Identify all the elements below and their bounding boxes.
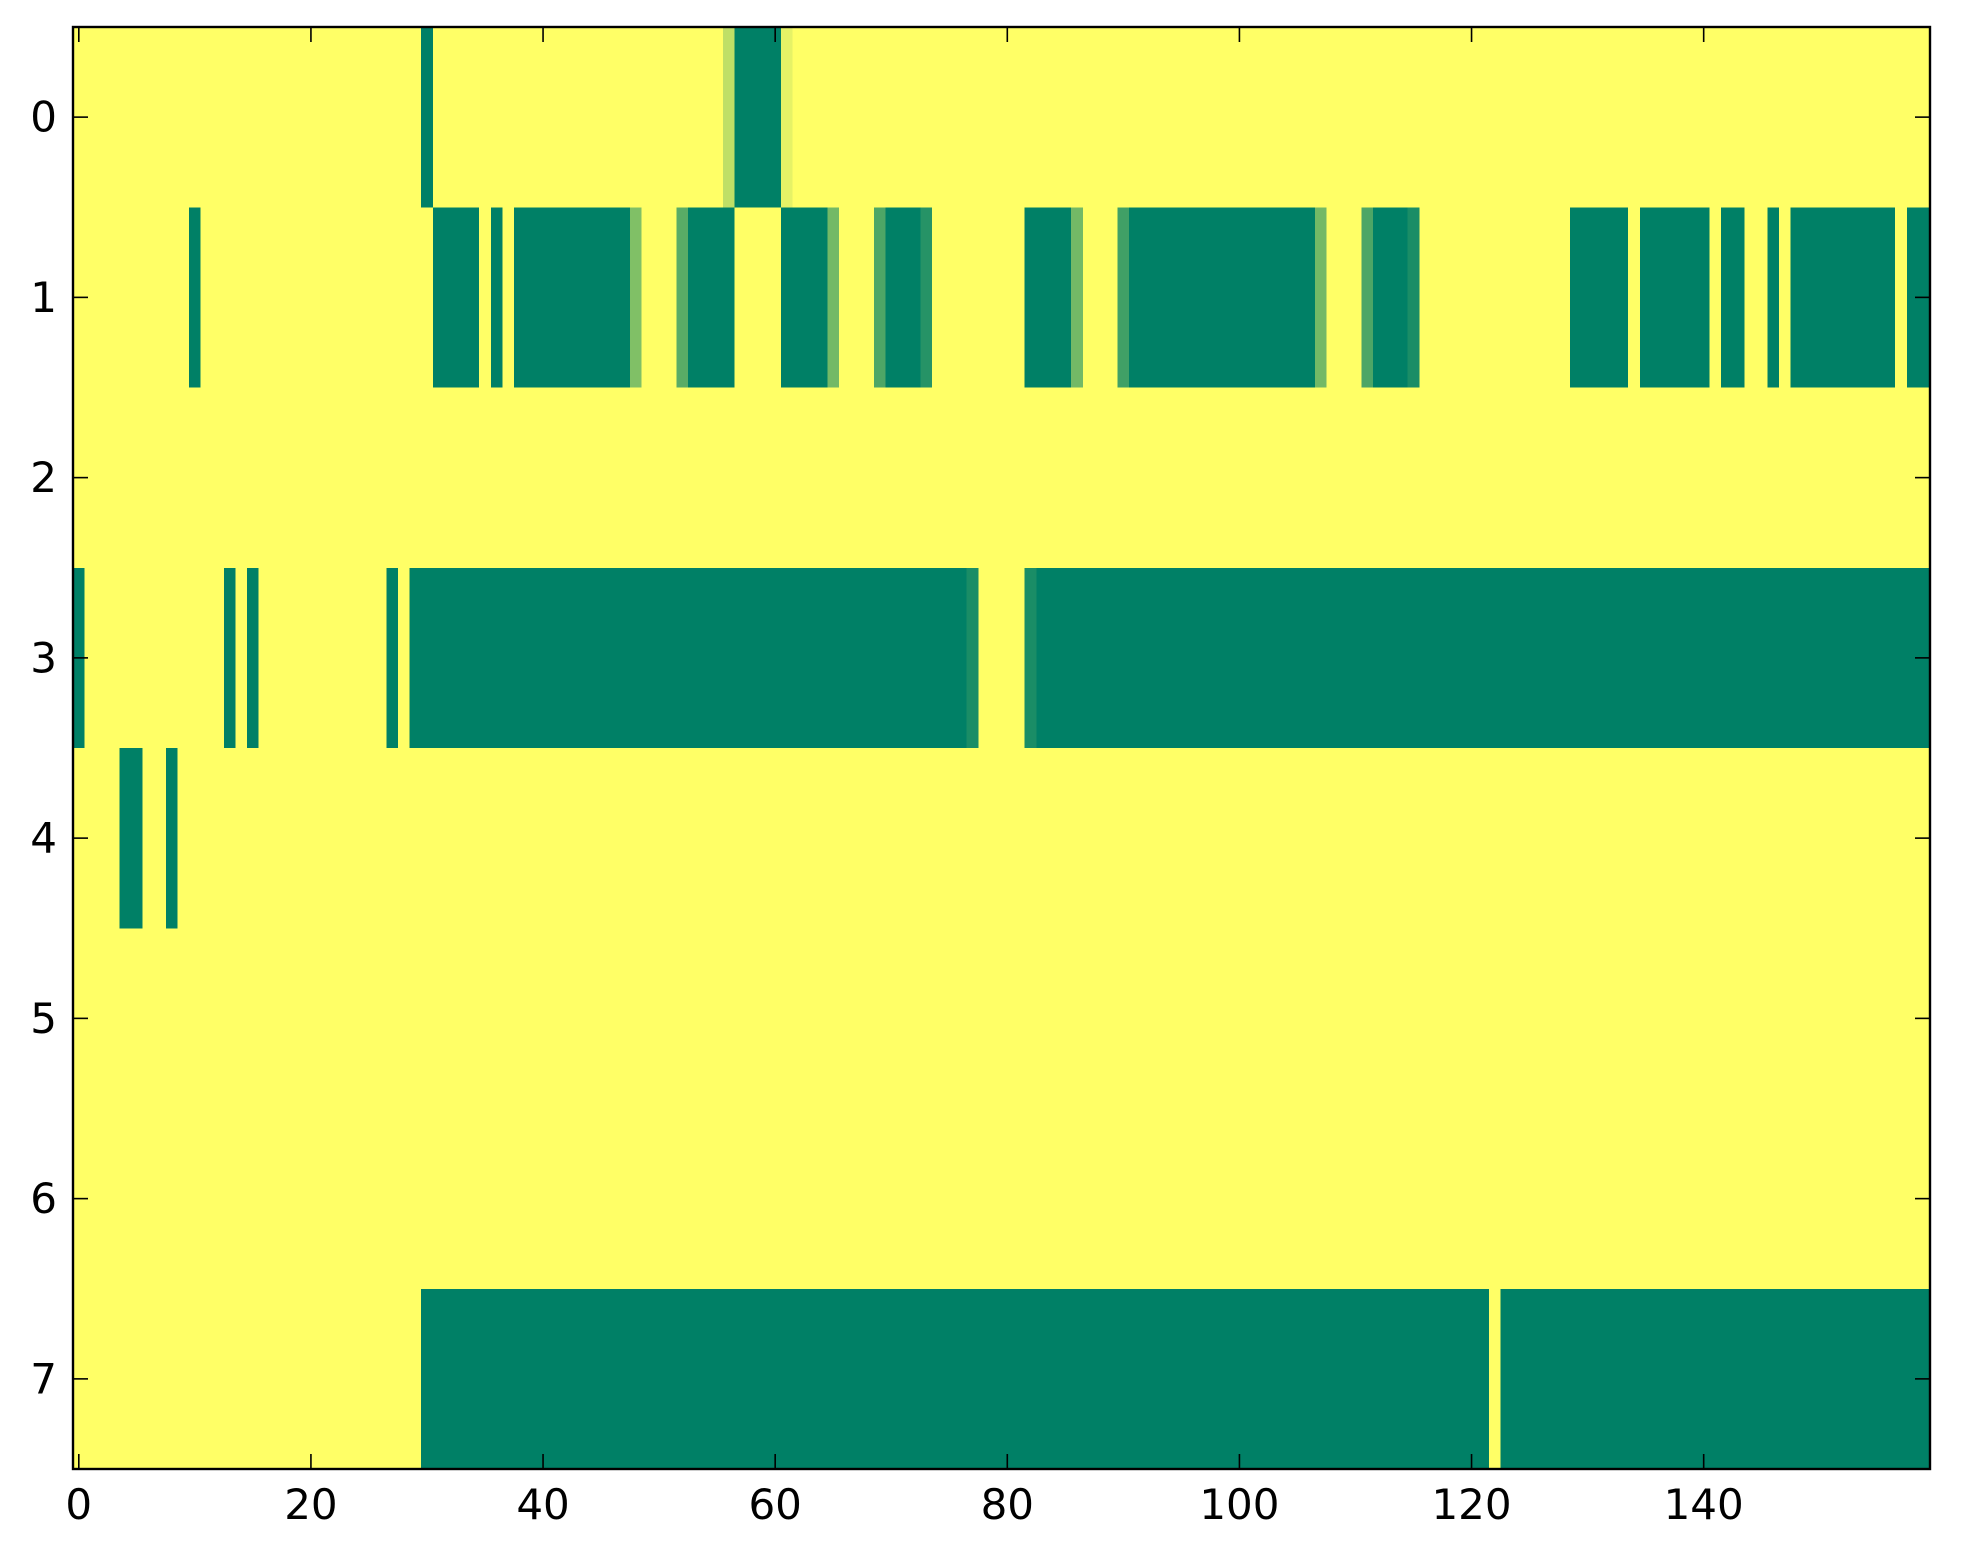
- heatmap-cell-row-1-col-73: [920, 207, 932, 388]
- y-tick-label-0: 0: [30, 93, 57, 142]
- heatmap-cell-row-1-col-10: [189, 207, 201, 388]
- heatmap-cell-row-1-col-86: [1071, 207, 1083, 388]
- heatmap-cell-row-1-col-142: [1721, 207, 1745, 388]
- heatmap-cells: [73, 27, 1930, 1469]
- heatmap-cell-row-1-col-38: [514, 207, 631, 388]
- x-axis-tick-labels: 0 20 40 60 80 100 120 140: [65, 1480, 1743, 1529]
- y-tick-label-4: 4: [30, 814, 57, 863]
- heatmap-cell-row-3-col-83: [1036, 567, 1930, 748]
- heatmap-cell-row-1-col-53: [688, 207, 735, 388]
- heatmap-cell-row-1-col-61: [780, 207, 828, 388]
- heatmap-cell-row-0-col-61: [780, 27, 793, 208]
- heatmap-cell-row-4-col-4: [119, 748, 143, 929]
- x-tick-label-40: 40: [516, 1480, 569, 1529]
- x-tick-label-60: 60: [748, 1480, 801, 1529]
- x-tick-label-80: 80: [981, 1480, 1034, 1529]
- y-tick-label-5: 5: [30, 994, 57, 1043]
- heatmap-cell-row-3-col-29: [409, 567, 967, 748]
- heatmap-cell-row-1-col-112: [1372, 207, 1408, 388]
- heatmap-cell-row-1-col-65: [827, 207, 840, 388]
- heatmap-cell-row-1-col-69: [873, 207, 886, 388]
- heatmap-cell-row-1-col-52: [676, 207, 689, 388]
- x-tick-label-120: 120: [1431, 1480, 1511, 1529]
- heatmap-cell-row-3-col-77: [966, 567, 979, 748]
- heatmap-cell-row-1-col-48: [630, 207, 642, 388]
- heatmap-cell-row-1-col-31: [432, 207, 480, 388]
- heatmap-cell-row-1-col-36: [490, 207, 503, 388]
- y-tick-label-2: 2: [30, 453, 57, 502]
- heatmap-cell-row-1-col-115: [1407, 207, 1420, 388]
- heatmap-cell-row-1-col-107: [1314, 207, 1327, 388]
- y-tick-label-6: 6: [30, 1174, 57, 1223]
- heatmap-cell-row-1-col-135: [1639, 207, 1710, 388]
- heatmap-cell-row-3-col-15: [247, 567, 259, 748]
- heatmap-cell-row-1-col-90: [1117, 207, 1130, 388]
- heatmap-cell-row-7-col-30: [421, 1288, 1489, 1469]
- heatmap-cell-row-1-col-82: [1024, 207, 1072, 388]
- x-tick-label-20: 20: [284, 1480, 337, 1529]
- x-tick-label-100: 100: [1199, 1480, 1279, 1529]
- y-tick-label-3: 3: [30, 633, 57, 682]
- y-tick-label-1: 1: [30, 273, 57, 322]
- heatmap-cell-row-3-col-82: [1024, 567, 1037, 748]
- heatmap-cell-row-7-col-123: [1500, 1288, 1930, 1469]
- heatmap-cell-row-0-col-30: [421, 27, 433, 208]
- heatmap-cell-row-1-col-146: [1767, 207, 1780, 388]
- heatmap-cell-row-4-col-8: [165, 748, 178, 929]
- heatmap-cell-row-1-col-111: [1361, 207, 1373, 388]
- heatmap-cell-row-0-col-57: [734, 27, 781, 208]
- x-tick-label-0: 0: [65, 1480, 92, 1529]
- heatmap-cell-row-1-col-91: [1129, 207, 1315, 388]
- heatmap-cell-row-1-col-129: [1570, 207, 1629, 388]
- y-axis-tick-labels: 0 1 2 3 4 5 6 7: [30, 93, 57, 1404]
- heatmap-cell-row-1-col-148: [1790, 207, 1896, 388]
- heatmap-cell-row-0-col-56: [722, 27, 735, 208]
- plot-frame: [71, 25, 1932, 1471]
- axis-ticks: [73, 27, 1930, 1469]
- y-tick-label-7: 7: [30, 1354, 57, 1403]
- heatmap-cell-row-3-col-27: [386, 567, 398, 748]
- heatmap-cell-row-3-col-13: [223, 567, 236, 748]
- heatmap-cell-row-1-col-70: [885, 207, 921, 388]
- x-tick-label-140: 140: [1664, 1480, 1744, 1529]
